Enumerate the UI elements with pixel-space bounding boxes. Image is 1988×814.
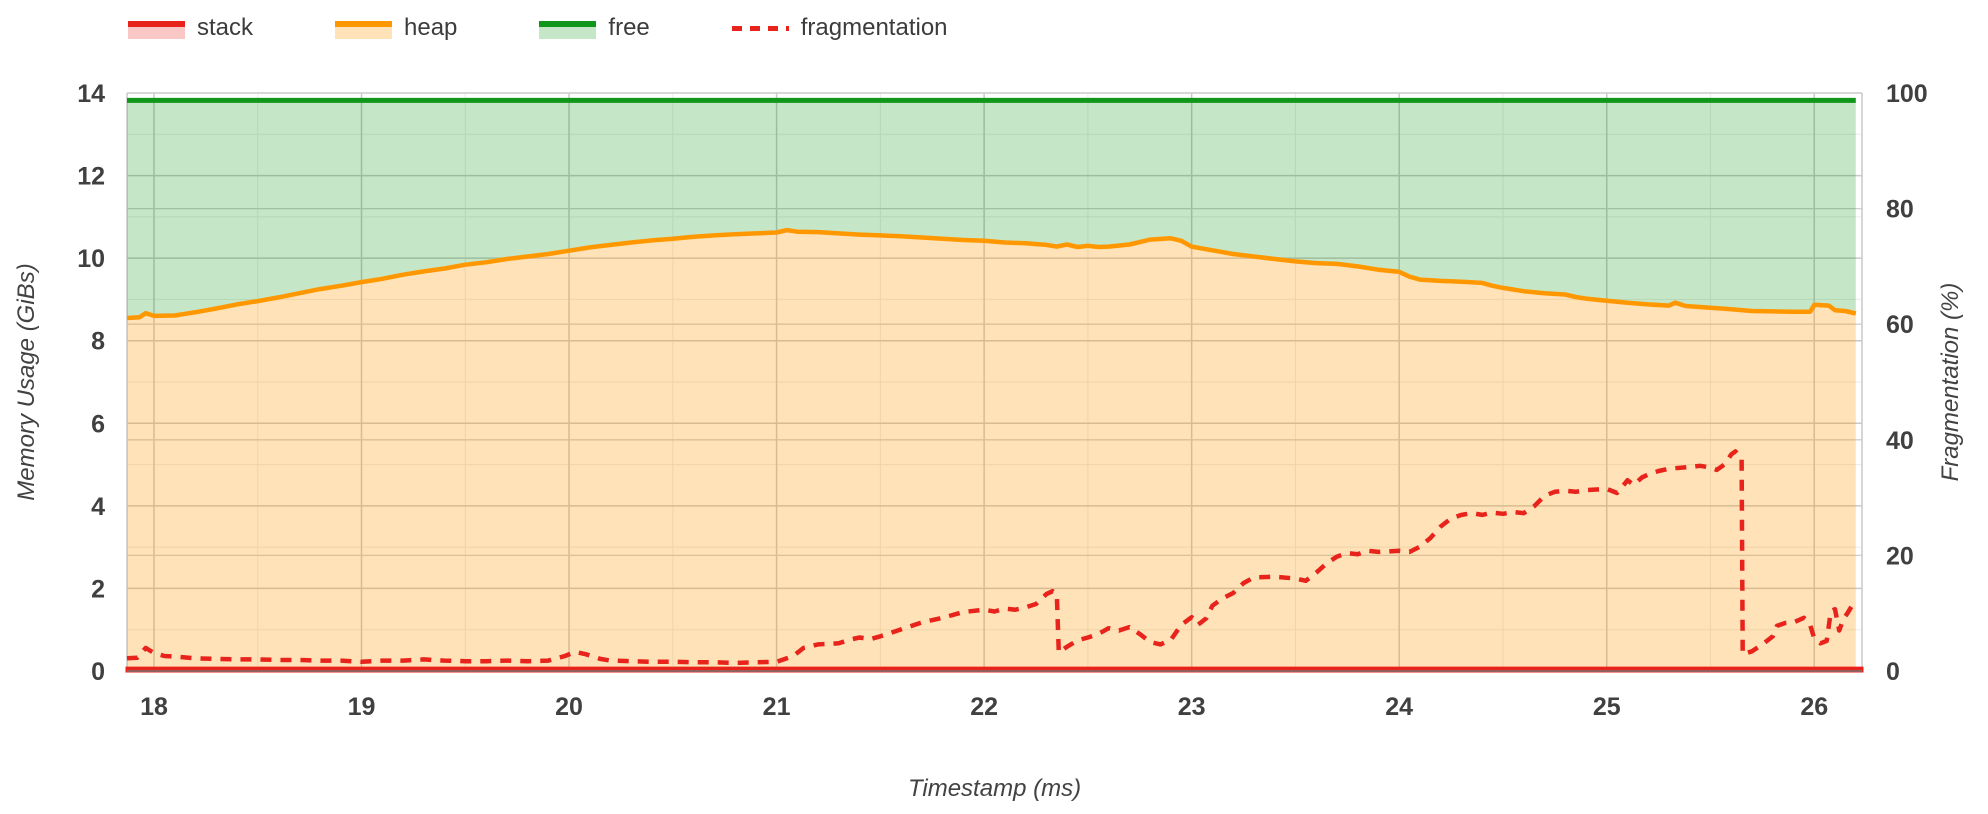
legend-item-stack: stack xyxy=(128,14,253,42)
legend-item-fragmentation: fragmentation xyxy=(731,14,948,42)
x-tick-label: 24 xyxy=(1385,693,1413,721)
free-area xyxy=(127,100,1856,318)
legend-label: heap xyxy=(404,14,458,41)
y-right-tick-label: 40 xyxy=(1886,427,1914,455)
x-tick-label: 25 xyxy=(1593,693,1621,721)
y-left-tick-label: 8 xyxy=(91,328,105,356)
legend-item-free: free xyxy=(539,14,650,42)
y-right-tick-label: 0 xyxy=(1886,658,1900,686)
fragmentation-line xyxy=(126,449,1857,666)
legend-label: free xyxy=(608,14,650,41)
x-axis-title: Timestamp (ms) xyxy=(908,775,1081,802)
fragmentation-dashed-swatch-icon xyxy=(731,18,789,39)
x-tick-label: 26 xyxy=(1800,693,1828,721)
y-right-tick-label: 100 xyxy=(1886,80,1928,108)
y-left-tick-label: 2 xyxy=(91,575,105,603)
x-tick-label: 22 xyxy=(970,693,998,721)
x-tick-label: 21 xyxy=(763,693,791,721)
free-swatch-icon xyxy=(539,18,597,39)
y-left-tick-label: 4 xyxy=(91,493,105,521)
heap-area xyxy=(127,230,1856,669)
heap-line xyxy=(126,227,1857,321)
legend-item-heap: heap xyxy=(335,14,457,42)
y-left-tick-label: 10 xyxy=(77,245,105,273)
heap-swatch-icon xyxy=(335,18,393,39)
y-right-axis-title: Fragmentation (%) xyxy=(1937,283,1964,482)
legend-label: fragmentation xyxy=(800,14,948,41)
y-left-tick-label: 0 xyxy=(91,658,105,686)
y-left-axis-title: Memory Usage (GiBs) xyxy=(13,263,40,500)
y-right-tick-label: 60 xyxy=(1886,311,1914,339)
x-tick-label: 20 xyxy=(555,693,583,721)
y-left-tick-label: 14 xyxy=(77,80,105,108)
y-left-tick-label: 6 xyxy=(91,410,105,438)
chart-legend: stack heap free fragmentation xyxy=(128,14,1030,42)
y-right-tick-label: 20 xyxy=(1886,542,1914,570)
x-tick-label: 23 xyxy=(1178,693,1206,721)
x-tick-label: 19 xyxy=(348,693,376,721)
stack-swatch-icon xyxy=(128,18,185,39)
legend-label: stack xyxy=(197,14,254,41)
y-left-tick-label: 12 xyxy=(77,163,105,191)
y-right-tick-label: 80 xyxy=(1886,196,1914,224)
x-tick-label: 18 xyxy=(140,693,168,721)
